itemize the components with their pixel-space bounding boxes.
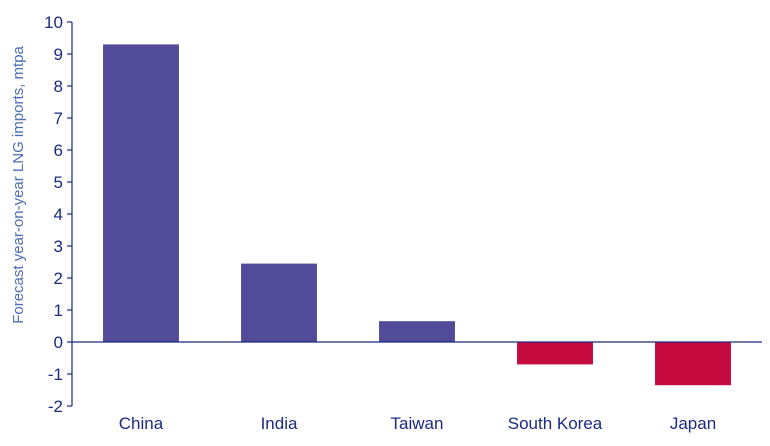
y-tick-label: 3 — [54, 237, 63, 256]
bar-south-korea — [517, 342, 593, 365]
bar-china — [103, 44, 179, 343]
bar-japan — [655, 342, 731, 386]
bar-taiwan — [379, 321, 455, 342]
x-category-label: India — [261, 414, 298, 433]
x-axis-labels: China India Taiwan South Korea Japan — [119, 414, 716, 433]
y-tick-label: -1 — [48, 365, 63, 384]
y-tick-label: 0 — [54, 333, 63, 352]
bar-india — [241, 263, 317, 342]
x-category-label: South Korea — [508, 414, 603, 433]
y-tick-label: 7 — [54, 109, 63, 128]
x-category-label: Taiwan — [391, 414, 444, 433]
y-tick-label: 4 — [54, 205, 63, 224]
y-tick-label: 2 — [54, 269, 63, 288]
y-tick-label: -2 — [48, 397, 63, 416]
x-category-label: Japan — [670, 414, 716, 433]
y-tick-label: 5 — [54, 173, 63, 192]
y-tick-label: 9 — [54, 45, 63, 64]
y-tick-label: 8 — [54, 77, 63, 96]
x-category-label: China — [119, 414, 164, 433]
y-tick-label: 6 — [54, 141, 63, 160]
y-tick-label: 1 — [54, 301, 63, 320]
y-axis-title: Forecast year-on-year LNG imports, mtpa — [10, 46, 27, 324]
y-tick-label: 10 — [44, 13, 63, 32]
bars — [103, 44, 731, 386]
